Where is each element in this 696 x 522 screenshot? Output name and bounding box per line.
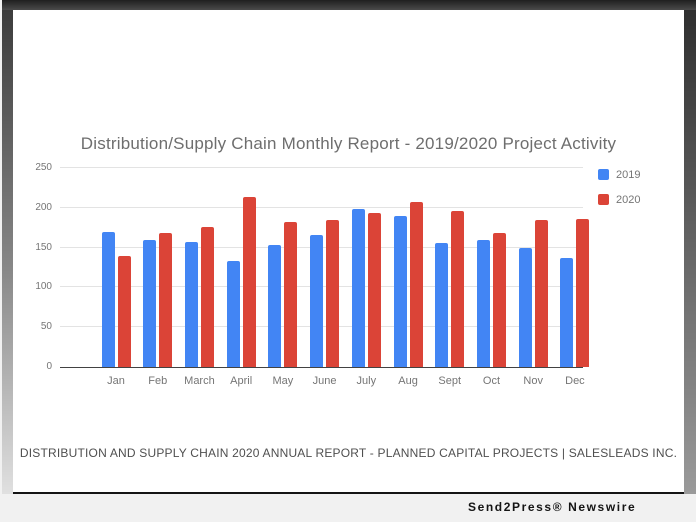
- bar-2019-feb: [143, 239, 157, 367]
- plot-area: [60, 167, 590, 368]
- bar-2019-march: [184, 242, 198, 367]
- legend-swatch-icon: [598, 194, 609, 205]
- x-tick-label-june: June: [312, 375, 337, 387]
- chart-title: Distribution/Supply Chain Monthly Report…: [80, 134, 617, 153]
- bar-2020-june: [326, 219, 340, 367]
- x-tick-label-july: July: [356, 375, 377, 387]
- legend-item-2019: 2019: [598, 162, 640, 187]
- y-tick-label-200: 200: [35, 201, 52, 213]
- bar-2020-jan: [117, 255, 131, 367]
- bar-2020-sept: [451, 210, 465, 367]
- x-tick-label-aug: Aug: [398, 375, 418, 387]
- y-tick-label-50: 50: [40, 321, 52, 333]
- legend-swatch-icon: [598, 169, 609, 180]
- bar-2020-july: [367, 212, 381, 367]
- gridline-250: [60, 167, 583, 168]
- newswire-caption-bar: Send2Press® Newswire: [0, 494, 696, 522]
- bar-2019-july: [351, 209, 365, 367]
- photo-frame-left: [2, 10, 13, 494]
- bar-2019-april: [226, 261, 240, 367]
- report-footer-text: DISTRIBUTION AND SUPPLY CHAIN 2020 ANNUA…: [19, 446, 678, 460]
- bar-2020-aug: [409, 202, 423, 367]
- x-tick-label-jan: Jan: [107, 375, 125, 387]
- bar-2020-dec: [576, 218, 590, 367]
- bar-2020-nov: [534, 219, 548, 367]
- y-tick-label-0: 0: [46, 361, 52, 372]
- bar-2020-april: [242, 197, 256, 367]
- bar-2020-may: [284, 222, 298, 367]
- bar-2019-jan: [101, 231, 115, 367]
- bar-2019-oct: [476, 239, 490, 367]
- y-tick-label-250: 250: [35, 162, 52, 173]
- newswire-caption-text: Send2Press® Newswire: [468, 500, 637, 514]
- y-tick-label-100: 100: [35, 281, 52, 293]
- photo-frame-top: [2, 0, 696, 10]
- legend-label: 2020: [616, 193, 641, 206]
- legend-item-2020: 2020: [598, 187, 640, 212]
- x-tick-label-nov: Nov: [523, 375, 543, 387]
- bar-2020-feb: [159, 233, 173, 367]
- y-tick-label-150: 150: [35, 241, 52, 253]
- bar-2019-may: [268, 245, 282, 367]
- bar-2019-aug: [393, 215, 407, 367]
- gridline-0: [60, 367, 583, 368]
- x-tick-label-dec: Dec: [565, 375, 585, 387]
- bar-2020-march: [200, 226, 214, 367]
- x-tick-label-may: May: [272, 375, 294, 387]
- photo-frame-right: [684, 10, 696, 494]
- report-page: Distribution/Supply Chain Monthly Report…: [13, 10, 684, 494]
- legend-label: 2019: [616, 168, 641, 181]
- x-tick-label-sept: Sept: [438, 375, 462, 387]
- bar-2019-sept: [435, 242, 449, 367]
- x-tick-label-feb: Feb: [148, 375, 168, 387]
- gridline-200: [60, 206, 583, 208]
- x-tick-label-oct: Oct: [482, 375, 501, 387]
- bar-2019-dec: [560, 257, 574, 367]
- bar-2019-june: [310, 234, 324, 367]
- bar-2020-oct: [492, 233, 506, 367]
- x-tick-label-march: March: [184, 375, 215, 387]
- chart-legend: 2019 2020: [598, 162, 640, 212]
- bar-2019-nov: [518, 248, 532, 367]
- x-tick-label-april: April: [230, 375, 253, 387]
